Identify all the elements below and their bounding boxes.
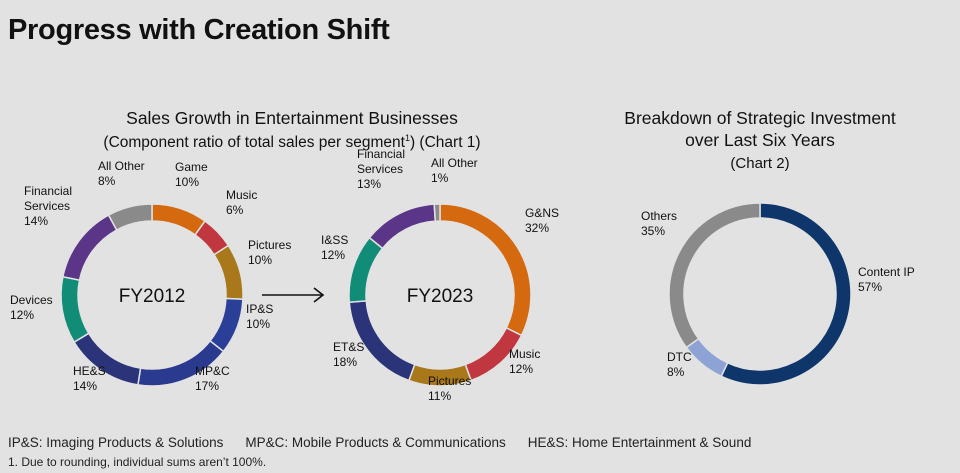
slice-financial-services	[61, 214, 118, 282]
chart2-title-line1: Breakdown of Strategic Investment	[624, 108, 896, 128]
abbreviation-legend: IP&S: Imaging Products & Solutions MP&C: …	[8, 435, 773, 450]
abbrev-mpc: MP&C: Mobile Products & Communications	[245, 435, 506, 450]
slice-label-pictures: Pictures 11%	[428, 374, 471, 403]
slice-label-content-ip: Content IP 57%	[858, 265, 915, 294]
slice-label-financial-services: Financial Services 13%	[357, 147, 405, 191]
slice-label-iss: I&SS 12%	[321, 233, 348, 262]
page-title: Progress with Creation Shift	[8, 14, 390, 46]
slice-label-devices: Devices 12%	[10, 293, 53, 322]
strategic-investment-donut-chart: Content IP 57% DTC 8% Others 35%	[641, 202, 915, 386]
slice-iss	[348, 236, 384, 304]
slice-game	[151, 203, 207, 236]
chart1-subtitle: (Component ratio of total sales per segm…	[103, 133, 480, 151]
slice-label-others: Others 35%	[641, 209, 677, 238]
slice-pictures	[213, 244, 244, 301]
slice-label-hes: HE&S 14%	[73, 364, 106, 393]
slice-devices	[60, 275, 90, 344]
fy2012-donut-chart: Game 10% Music 6% Pictures 10% IP&S 10% MP&C 17% H…	[10, 159, 291, 393]
slice-all-other	[107, 203, 153, 231]
slice-content-ip	[720, 202, 852, 386]
arrow-icon	[262, 287, 325, 303]
slice-others	[668, 202, 761, 349]
slice-label-all-other: All Other 8%	[98, 159, 145, 188]
footnote: 1. Due to rounding, individual sums aren…	[8, 455, 267, 469]
slice-label-financial-services: Financial Services 14%	[24, 184, 72, 228]
chart1-title: Sales Growth in Entertainment Businesses	[126, 108, 458, 128]
slice-all-other	[433, 203, 441, 222]
slice-label-music: Music 12%	[509, 347, 540, 376]
abbrev-hes: HE&S: Home Entertainment & Sound	[527, 435, 752, 450]
slice-label-gns: G&NS 32%	[525, 206, 559, 235]
donut-center-label: FY2023	[407, 286, 474, 307]
slice-label-dtc: DTC 8%	[667, 350, 692, 379]
slice-label-mpc: MP&C 17%	[195, 364, 230, 393]
slice-financial-services	[368, 203, 437, 250]
abbrev-ips: IP&S: Imaging Products & Solutions	[8, 435, 224, 450]
slice-label-all-other: All Other 1%	[431, 156, 478, 185]
slice-label-game: Game 10%	[175, 160, 208, 189]
slice-label-music: Music 6%	[226, 188, 257, 217]
slice-dtc	[685, 337, 729, 378]
slice-label-ets: ET&S 18%	[333, 340, 364, 369]
slice-ips	[209, 297, 244, 353]
slice-gns	[439, 203, 532, 337]
donut-center-label: FY2012	[119, 286, 186, 307]
chart2-title-line2: over Last Six Years	[685, 130, 835, 150]
slice-label-pictures: Pictures 10%	[248, 238, 291, 267]
fy2023-donut-chart: G&NS 32% Music 12% Pictures 11% ET&S 18% I&SS 12%…	[321, 147, 559, 403]
chart2-subtitle: (Chart 2)	[730, 155, 789, 172]
slice-label-ips: IP&S 10%	[246, 302, 273, 331]
